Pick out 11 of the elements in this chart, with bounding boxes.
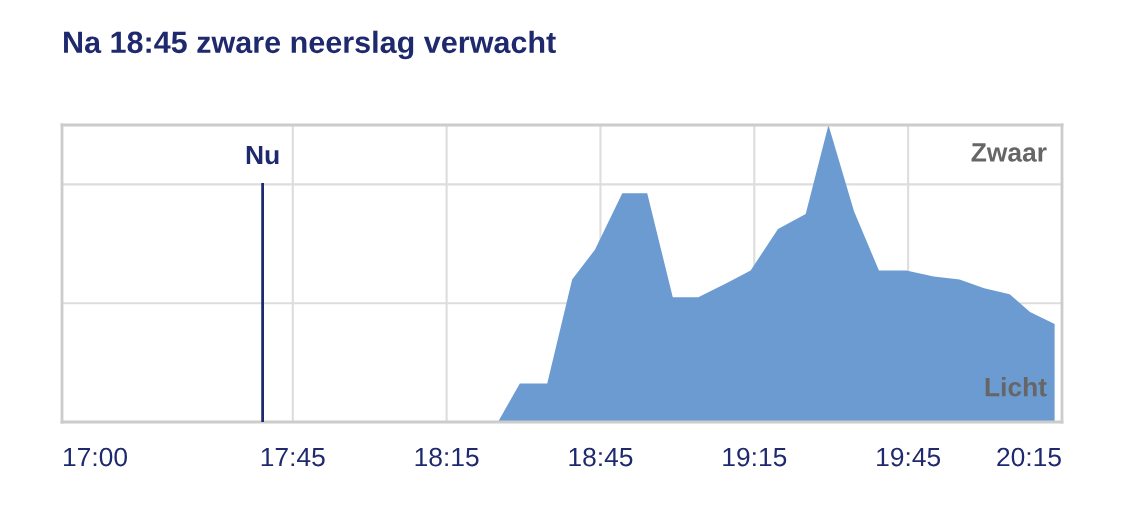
chart-title: Na 18:45 zware neerslag verwacht xyxy=(64,30,556,60)
x-tick-label: 17:45 xyxy=(261,447,325,467)
x-tick-label: 18:45 xyxy=(569,447,633,467)
x-tick-label: 19:45 xyxy=(877,447,941,467)
annotation: Zwaar xyxy=(971,143,1047,162)
ref-line-label: Nu xyxy=(246,145,279,165)
x-tick-label: 20:15 xyxy=(997,447,1061,467)
annotation: Licht xyxy=(985,377,1047,397)
x-tick-label: 17:00 xyxy=(64,447,127,467)
x-tick-label: 19:15 xyxy=(723,447,787,467)
x-tick-label: 18:15 xyxy=(415,447,479,467)
